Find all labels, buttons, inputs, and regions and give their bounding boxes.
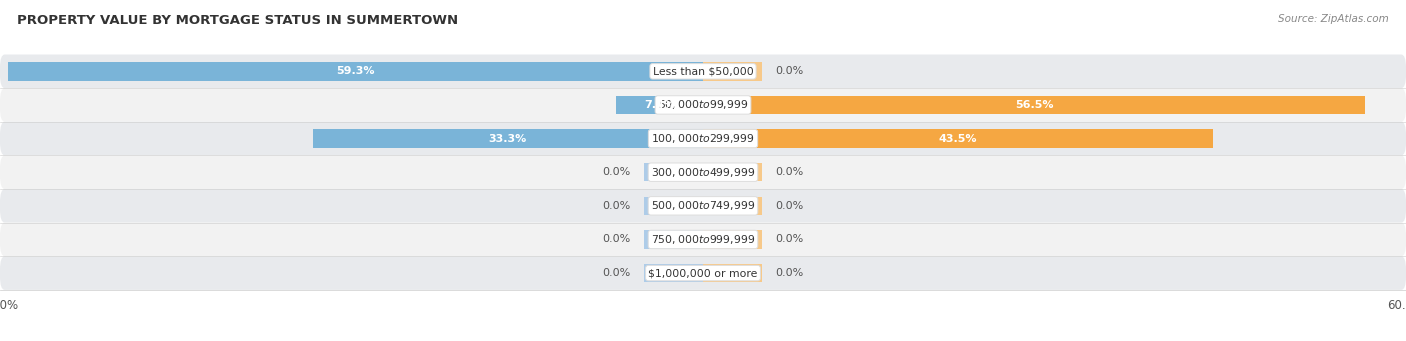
Text: 33.3%: 33.3%	[489, 134, 527, 144]
Text: 56.5%: 56.5%	[1015, 100, 1053, 110]
Bar	[703, 62, 762, 80]
FancyBboxPatch shape	[0, 55, 1406, 88]
FancyBboxPatch shape	[0, 122, 1406, 155]
Text: $50,000 to $99,999: $50,000 to $99,999	[658, 99, 748, 112]
Text: 0.0%: 0.0%	[602, 268, 630, 278]
Bar	[616, 96, 703, 114]
FancyBboxPatch shape	[0, 223, 1406, 256]
Text: Less than $50,000: Less than $50,000	[652, 66, 754, 76]
Text: 59.3%: 59.3%	[336, 66, 375, 76]
Bar	[644, 196, 703, 215]
Bar	[8, 62, 703, 80]
Text: 0.0%: 0.0%	[776, 201, 804, 211]
Bar	[703, 196, 762, 215]
Text: $100,000 to $299,999: $100,000 to $299,999	[651, 132, 755, 145]
Bar	[644, 163, 703, 181]
Bar	[644, 230, 703, 249]
Text: 0.0%: 0.0%	[776, 268, 804, 278]
Text: 7.4%: 7.4%	[644, 100, 675, 110]
Text: 0.0%: 0.0%	[776, 235, 804, 244]
FancyBboxPatch shape	[0, 189, 1406, 223]
Text: 0.0%: 0.0%	[776, 66, 804, 76]
FancyBboxPatch shape	[0, 256, 1406, 290]
Bar	[703, 230, 762, 249]
Bar	[703, 264, 762, 282]
Text: 0.0%: 0.0%	[602, 235, 630, 244]
Bar	[644, 264, 703, 282]
Text: 0.0%: 0.0%	[602, 201, 630, 211]
Text: 43.5%: 43.5%	[939, 134, 977, 144]
Text: $750,000 to $999,999: $750,000 to $999,999	[651, 233, 755, 246]
Text: $300,000 to $499,999: $300,000 to $499,999	[651, 166, 755, 179]
FancyBboxPatch shape	[0, 88, 1406, 122]
Bar	[703, 96, 1365, 114]
FancyBboxPatch shape	[0, 155, 1406, 189]
Text: PROPERTY VALUE BY MORTGAGE STATUS IN SUMMERTOWN: PROPERTY VALUE BY MORTGAGE STATUS IN SUM…	[17, 14, 458, 27]
Text: Source: ZipAtlas.com: Source: ZipAtlas.com	[1278, 14, 1389, 24]
Text: 0.0%: 0.0%	[602, 167, 630, 177]
Bar	[703, 129, 1212, 148]
Bar	[703, 163, 762, 181]
Text: 0.0%: 0.0%	[776, 167, 804, 177]
Bar	[314, 129, 703, 148]
Text: $1,000,000 or more: $1,000,000 or more	[648, 268, 758, 278]
Text: $500,000 to $749,999: $500,000 to $749,999	[651, 199, 755, 212]
